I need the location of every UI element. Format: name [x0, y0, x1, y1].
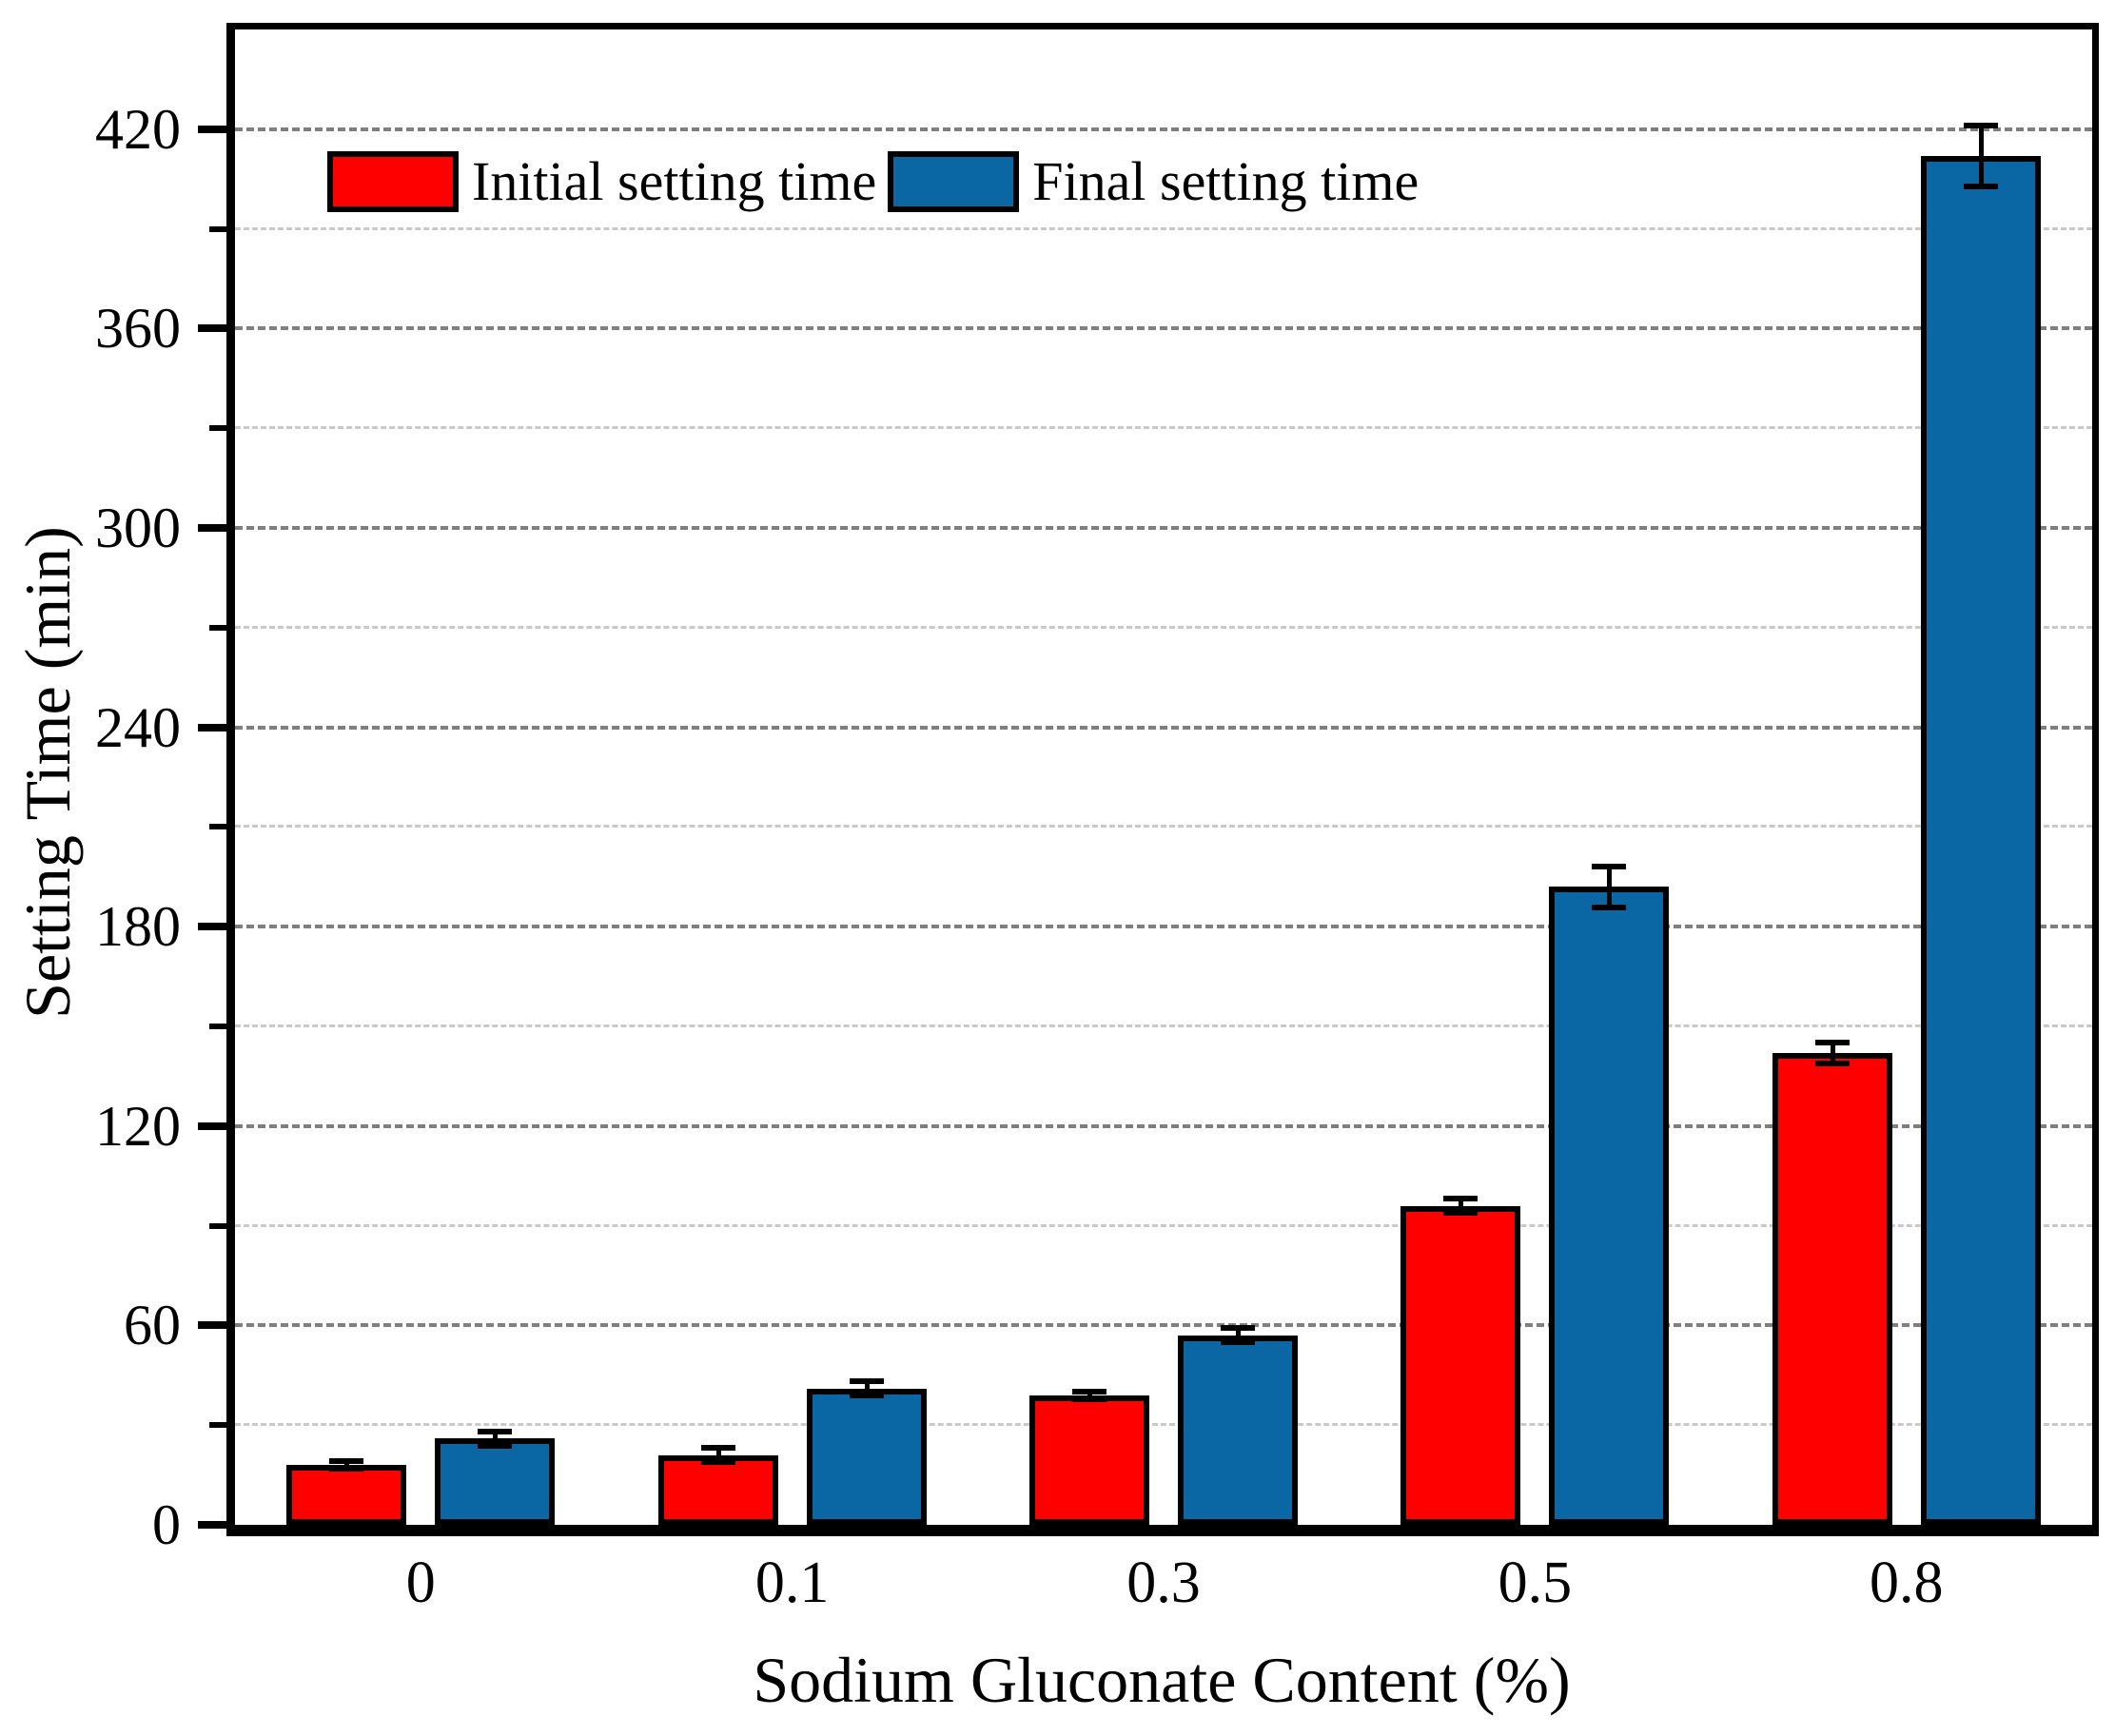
y-minor-tick-30 [209, 1422, 226, 1429]
minor-gridline-390 [235, 226, 2092, 230]
error-bar-final-0.3 [1221, 1325, 1255, 1346]
major-gridline-240 [235, 725, 2092, 730]
y-major-tick-360 [198, 324, 226, 333]
bar-initial-0.1 [657, 1454, 778, 1525]
bar-final-0.8 [1920, 155, 2041, 1525]
bar-initial-0.5 [1400, 1205, 1521, 1525]
x-tick-label-0.8: 0.8 [1870, 1551, 1944, 1615]
bar-final-0 [435, 1438, 556, 1525]
bar-initial-0 [286, 1465, 407, 1525]
minor-gridline-330 [235, 426, 2092, 430]
y-tick-label-120: 120 [95, 1094, 181, 1158]
legend-label-final: Final setting time [1032, 150, 1420, 212]
bar-initial-0.3 [1029, 1395, 1149, 1525]
y-tick-label-420: 420 [95, 97, 181, 161]
y-minor-tick-210 [209, 824, 226, 830]
y-minor-tick-150 [209, 1024, 226, 1029]
bar-final-0.1 [806, 1388, 927, 1525]
y-tick-label-60: 60 [124, 1294, 181, 1357]
y-major-tick-420 [198, 125, 226, 133]
minor-gridline-210 [235, 825, 2092, 829]
y-major-tick-300 [198, 524, 226, 532]
major-gridline-300 [235, 526, 2092, 530]
y-major-tick-0 [198, 1521, 226, 1529]
major-gridline-180 [235, 925, 2092, 929]
y-minor-tick-270 [209, 624, 226, 631]
error-bar-final-0 [478, 1428, 513, 1449]
bar-final-0.5 [1549, 887, 1670, 1525]
bar-final-0.3 [1178, 1335, 1298, 1525]
legend-label-initial: Initial setting time [472, 150, 877, 212]
major-gridline-420 [235, 127, 2092, 131]
legend-swatch-final [888, 151, 1020, 212]
x-tick-label-0.5: 0.5 [1498, 1551, 1573, 1615]
error-bar-final-0.8 [1963, 122, 1998, 189]
y-major-tick-240 [198, 723, 226, 731]
error-bar-initial-0.5 [1443, 1196, 1479, 1217]
y-tick-label-240: 240 [95, 695, 181, 759]
major-gridline-60 [235, 1323, 2092, 1328]
error-bar-initial-0 [329, 1458, 364, 1473]
y-tick-label-180: 180 [95, 895, 181, 959]
x-axis-title: Sodium Gluconate Content (%) [753, 1644, 1571, 1716]
y-minor-tick-330 [209, 425, 226, 432]
bar-initial-0.8 [1772, 1052, 1892, 1525]
x-tick-label-0.1: 0.1 [754, 1551, 830, 1615]
y-minor-tick-390 [209, 225, 226, 232]
y-major-tick-120 [198, 1122, 226, 1130]
legend-swatch-initial [327, 151, 459, 212]
legend-item-initial-setting-time: Initial setting time [327, 151, 888, 212]
x-tick-label-0: 0 [405, 1551, 436, 1615]
error-bar-initial-0.1 [700, 1445, 735, 1466]
error-bar-final-0.1 [849, 1378, 884, 1399]
plot-area: 0 60 120 180 240 300 360 420 0 0.1 0.3 0.5 0.8 Initi… [95, 23, 2099, 1615]
legend-item-final-setting-time: Final setting time [888, 151, 1430, 212]
minor-gridline-90 [235, 1223, 2092, 1227]
y-tick-label-300: 300 [95, 497, 181, 559]
y-major-tick-180 [198, 923, 226, 931]
y-minor-tick-90 [209, 1222, 226, 1229]
minor-gridline-270 [235, 625, 2092, 629]
legend: Initial setting time Final setting time [327, 151, 1430, 212]
major-gridline-120 [235, 1123, 2092, 1128]
minor-gridline-30 [235, 1423, 2092, 1427]
error-bar-initial-0.8 [1814, 1039, 1850, 1066]
y-axis-title: Setting Time (min) [11, 526, 84, 1019]
major-gridline-360 [235, 326, 2092, 331]
x-tick-label-0.3: 0.3 [1126, 1551, 1201, 1615]
error-bar-final-0.5 [1592, 863, 1627, 910]
minor-gridline-150 [235, 1024, 2092, 1027]
y-tick-label-0: 0 [152, 1493, 181, 1556]
y-major-tick-60 [198, 1321, 226, 1330]
y-tick-label-360: 360 [95, 297, 181, 361]
error-bar-initial-0.3 [1072, 1388, 1106, 1402]
